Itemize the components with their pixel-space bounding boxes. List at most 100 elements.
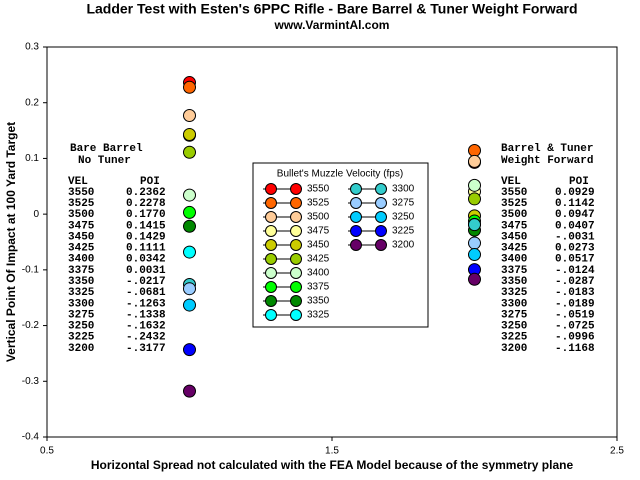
table-vel: 3475 <box>68 220 95 232</box>
legend-swatch <box>375 239 387 251</box>
table-vel: 3500 <box>501 209 527 221</box>
legend-swatch <box>265 267 277 279</box>
table-vel: 3300 <box>68 298 94 310</box>
legend-swatch <box>265 253 277 265</box>
legend-swatch <box>265 183 277 195</box>
legend-swatch <box>290 267 302 279</box>
table-header: VEL <box>501 176 521 188</box>
table-poi: -.1632 <box>126 321 166 333</box>
group-label: Weight Forward <box>501 155 593 167</box>
table-poi: 0.0273 <box>555 243 595 255</box>
legend-label: 3400 <box>307 268 330 279</box>
legend-swatch <box>290 197 302 209</box>
table-poi: 0.1142 <box>555 198 595 210</box>
table-vel: 3350 <box>68 276 94 288</box>
table-poi: -.0996 <box>555 332 595 344</box>
legend-swatch <box>290 309 302 321</box>
legend-swatch <box>290 183 302 195</box>
legend-label: 3500 <box>307 212 330 223</box>
table-header: POI <box>569 176 589 188</box>
table-poi: -.0183 <box>555 287 595 299</box>
table-vel: 3275 <box>68 309 95 321</box>
point <box>183 245 196 259</box>
legend-title: Bullet's Muzzle Velocity (fps) <box>277 169 403 180</box>
point <box>468 178 481 192</box>
point <box>468 192 481 206</box>
table-poi: 0.0407 <box>555 220 595 232</box>
table-vel: 3200 <box>501 343 527 355</box>
table-vel: 3550 <box>68 187 94 199</box>
legend-swatch <box>375 183 387 195</box>
legend-swatch <box>290 225 302 237</box>
y-axis-title: Vertical Point Of Impact at 100 Yard Tar… <box>4 122 18 362</box>
table-vel: 3275 <box>501 309 528 321</box>
point <box>468 248 481 262</box>
table-vel: 3375 <box>501 265 528 277</box>
point <box>468 218 481 232</box>
legend-swatch <box>290 253 302 265</box>
legend-swatch <box>265 197 277 209</box>
y-tick-label: -0.4 <box>22 432 40 443</box>
legend-label: 3450 <box>307 240 330 251</box>
table-poi: 0.1415 <box>126 220 166 232</box>
table-vel: 3225 <box>68 332 95 344</box>
table-vel: 3500 <box>68 209 94 221</box>
point <box>183 145 196 159</box>
y-tick-label: 0.1 <box>25 153 39 164</box>
table-poi: -.2432 <box>126 332 166 344</box>
x-axis-title: Horizontal Spread not calculated with th… <box>91 458 574 472</box>
legend-swatch <box>350 197 362 209</box>
table-poi: 0.1429 <box>126 231 166 243</box>
table-poi: -.0287 <box>555 276 595 288</box>
table-vel: 3375 <box>68 265 95 277</box>
legend-swatch <box>265 295 277 307</box>
table-vel: 3525 <box>501 198 528 210</box>
table-vel: 3425 <box>68 243 95 255</box>
point <box>183 384 196 398</box>
table-vel: 3225 <box>501 332 528 344</box>
table-vel: 3475 <box>501 220 528 232</box>
legend-swatch <box>290 281 302 293</box>
y-tick-label: 0.3 <box>25 42 39 53</box>
group-label: Barrel & Tuner <box>501 143 593 155</box>
table-vel: 3425 <box>501 243 528 255</box>
table-poi: -.1338 <box>126 309 166 321</box>
legend-swatch <box>375 211 387 223</box>
group-label: No Tuner <box>78 155 131 167</box>
legend-label: 3550 <box>307 184 330 195</box>
legend-label: 3225 <box>392 226 415 237</box>
table-poi: -.1263 <box>126 298 166 310</box>
table-vel: 3400 <box>501 254 527 266</box>
legend-label: 3250 <box>392 212 415 223</box>
chart-subtitle: www.VarmintAl.com <box>274 18 390 32</box>
table-poi: 0.0929 <box>555 187 595 199</box>
legend-swatch <box>265 281 277 293</box>
table-vel: 3250 <box>501 321 527 333</box>
legend-swatch <box>290 239 302 251</box>
table-poi: 0.0031 <box>126 265 166 277</box>
point <box>183 219 196 233</box>
legend-swatch <box>375 197 387 209</box>
table-poi: 0.2278 <box>126 198 166 210</box>
legend-label: 3375 <box>307 282 330 293</box>
table-vel: 3350 <box>501 276 527 288</box>
table-poi: 0.0947 <box>555 209 595 221</box>
point <box>183 128 196 142</box>
point <box>183 298 196 312</box>
point <box>183 205 196 219</box>
point <box>468 236 481 250</box>
y-tick-label: -0.1 <box>22 264 40 275</box>
legend-label: 3350 <box>307 296 330 307</box>
legend-label: 3425 <box>307 254 330 265</box>
table-vel: 3450 <box>501 231 527 243</box>
point <box>183 282 196 296</box>
point <box>183 80 196 94</box>
table-poi: 0.0517 <box>555 254 595 266</box>
legend-swatch <box>265 239 277 251</box>
x-tick-label: 0.5 <box>40 446 54 457</box>
table-vel: 3450 <box>68 231 94 243</box>
legend-swatch <box>265 309 277 321</box>
legend-swatch <box>290 211 302 223</box>
point <box>183 188 196 202</box>
